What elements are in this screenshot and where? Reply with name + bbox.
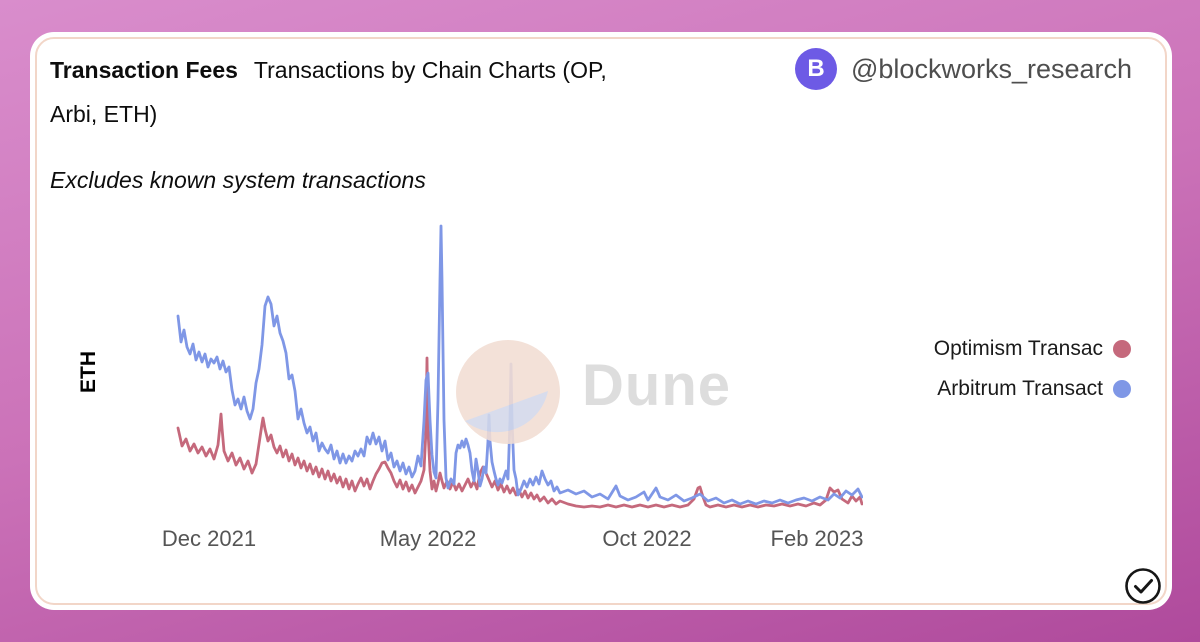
chart-card: Transaction Fees Transactions by Chain Ch… [30,32,1172,610]
y-axis-label: ETH [77,351,100,393]
legend-label: Arbitrum Transact [937,377,1103,400]
x-tick-label: Feb 2023 [770,526,864,551]
author-block[interactable]: B @blockworks_research [795,48,1132,90]
blockworks-logo-icon[interactable]: B [795,48,837,90]
page-title: Transaction Fees [50,57,238,83]
chart-title: Transactions by Chain Charts (OP, Arbi, … [50,57,607,127]
chart-legend: Optimism Transac Arbitrum Transact [934,329,1131,409]
legend-label: Optimism Transac [933,337,1103,360]
chart-subtitle: Excludes known system transactions [50,167,426,193]
legend-item[interactable]: Optimism Transac [934,329,1131,369]
card-header: Transaction Fees Transactions by Chain Ch… [50,48,630,136]
avatar-letter: B [807,55,825,82]
legend-dot-icon [1113,380,1131,398]
x-tick-label: May 2022 [379,526,477,551]
circled-checkmark-icon[interactable] [1123,566,1163,606]
x-tick-label: Dec 2021 [161,526,257,551]
series-line-optimism-transac [176,356,863,509]
author-handle[interactable]: @blockworks_research [851,53,1133,84]
legend-item[interactable]: Arbitrum Transact [934,369,1131,409]
legend-dot-icon [1113,340,1131,358]
line-chart-plot[interactable] [150,218,863,518]
series-line-arbitrum-transact [176,224,863,506]
x-tick-label: Oct 2022 [602,526,692,551]
